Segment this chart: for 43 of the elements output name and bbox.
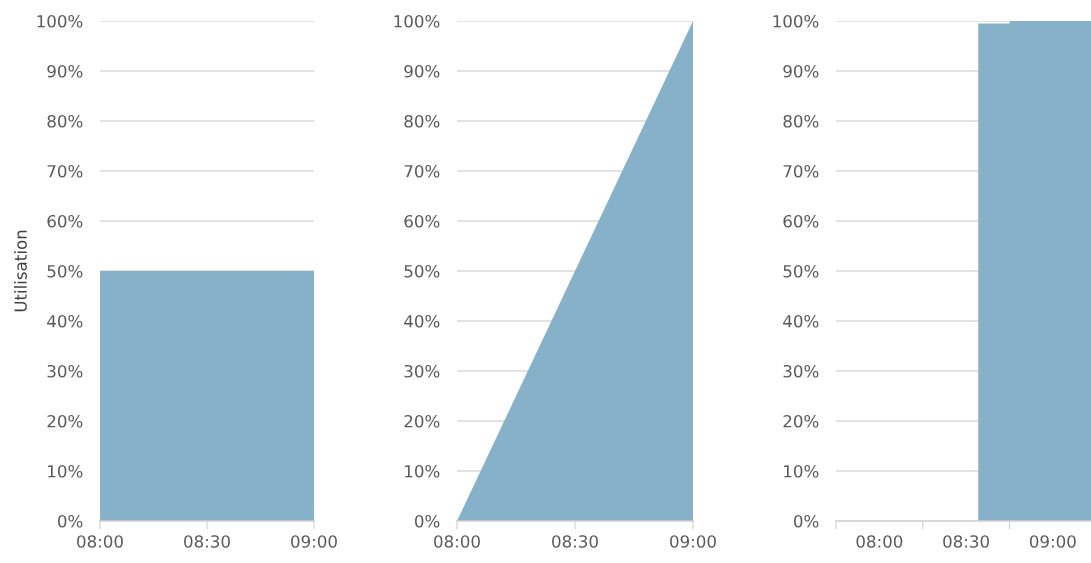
x-tick-label: 08:30 [943, 535, 990, 548]
y-tick-label: 80% [783, 114, 819, 128]
y-tick-label: 0% [57, 514, 83, 528]
y-tick-label: 20% [783, 414, 819, 428]
y-tick-label: 70% [47, 164, 83, 178]
y-tick-label: 30% [47, 364, 83, 378]
y-tick-label: 100% [394, 14, 440, 28]
y-tick-label: 50% [783, 264, 819, 278]
y-tick-label: 40% [783, 314, 819, 328]
y-tick-label: 60% [404, 214, 440, 228]
x-tick-label: 09:00 [670, 535, 716, 548]
x-tick-label: 08:30 [184, 535, 230, 548]
y-tick-label: 20% [47, 414, 83, 428]
y-tick-label: 70% [404, 164, 440, 178]
y-tick-label: 80% [404, 114, 440, 128]
y-axis-title: Utilisation [14, 230, 27, 312]
y-tick-label: 80% [47, 114, 83, 128]
y-tick-label: 30% [783, 364, 819, 378]
y-tick-label: 60% [47, 214, 83, 228]
y-tick-label: 0% [414, 514, 440, 528]
y-tick-label: 30% [404, 364, 440, 378]
y-tick-label: 100% [773, 14, 819, 28]
y-tick-label: 90% [47, 64, 83, 78]
y-tick-label: 10% [784, 464, 819, 478]
y-tick-label: 0% [793, 514, 819, 528]
y-tick-label: 90% [783, 64, 819, 78]
x-tick-label: 09:00 [1029, 535, 1076, 548]
y-tick-label: 10% [405, 464, 440, 478]
y-tick-label: 60% [783, 214, 819, 228]
x-tick-label: 09:00 [291, 535, 337, 548]
x-tick-label: 08:00 [856, 535, 903, 548]
y-tick-label: 100% [37, 14, 83, 28]
y-tick-label: 50% [47, 264, 83, 278]
y-tick-label: 40% [404, 314, 440, 328]
y-tick-label: 90% [404, 64, 440, 78]
y-tick-label: 70% [783, 164, 819, 178]
y-tick-label: 50% [404, 264, 440, 278]
y-tick-label: 40% [47, 314, 83, 328]
y-tick-label: 10% [48, 464, 83, 478]
x-tick-label: 08:30 [552, 535, 598, 548]
x-tick-label: 08:00 [77, 535, 123, 548]
y-tick-label: 20% [404, 414, 440, 428]
x-tick-label: 08:00 [434, 535, 480, 548]
